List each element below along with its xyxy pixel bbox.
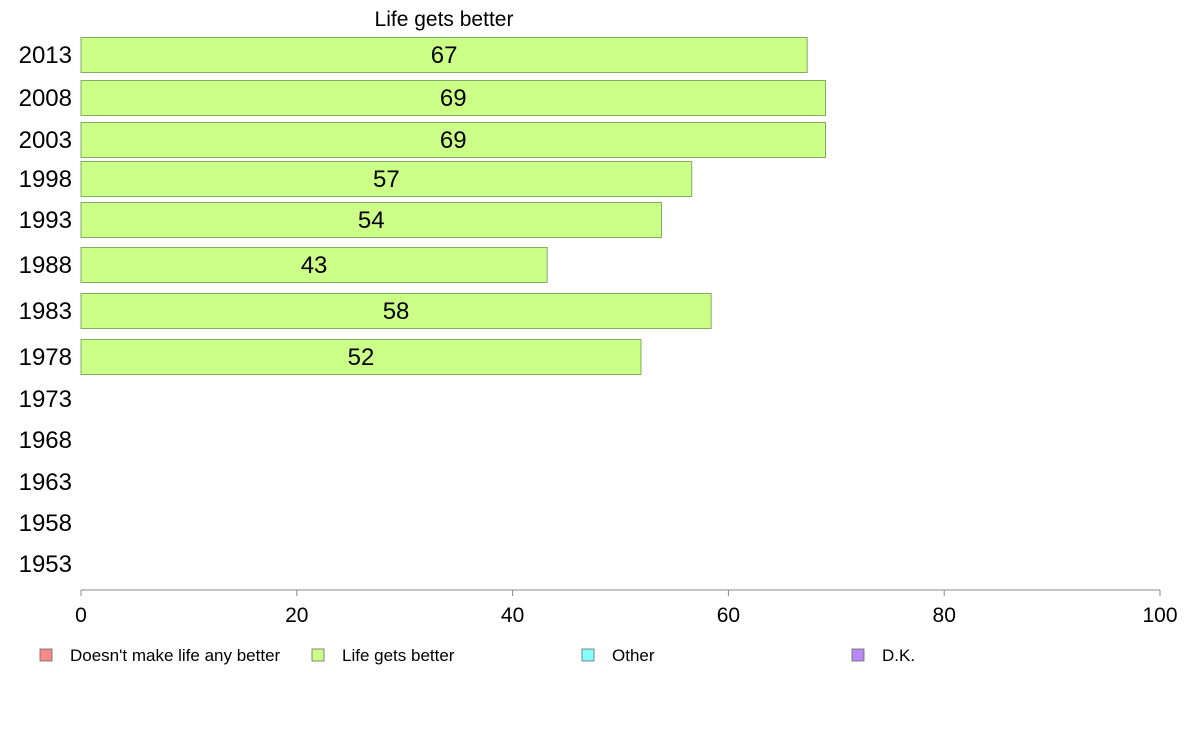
x-axis: 0 20 40 60 80 100 <box>75 589 1178 627</box>
y-tick-label: 2008 <box>19 85 72 112</box>
bar-value-label: 54 <box>358 207 385 234</box>
legend-label: D.K. <box>882 646 915 665</box>
y-tick-label: 1983 <box>19 298 72 325</box>
bar-2013 <box>80 37 808 73</box>
y-tick-label: 1993 <box>19 207 72 234</box>
legend-swatch <box>851 648 865 662</box>
legend-label: Other <box>612 646 655 665</box>
bar-2003 <box>80 122 827 158</box>
x-tick-label: 80 <box>933 604 956 627</box>
legend-swatch <box>311 648 325 662</box>
x-tick-label: 40 <box>501 604 524 627</box>
bar-value-label: 67 <box>431 42 458 69</box>
bar-1983 <box>80 293 712 329</box>
y-tick-label: 1963 <box>19 469 72 496</box>
x-tick-label: 60 <box>717 604 740 627</box>
bar-2008 <box>80 80 827 116</box>
bar-1998 <box>80 161 693 197</box>
chart-title: Life gets better <box>375 8 514 31</box>
x-tick-label: 0 <box>75 604 87 627</box>
bar-value-label: 43 <box>301 252 328 279</box>
bar-value-label: 69 <box>440 85 467 112</box>
bar-value-label: 52 <box>348 344 375 371</box>
bar-value-label: 58 <box>383 298 410 325</box>
bar-1988 <box>80 247 548 283</box>
y-tick-label: 1988 <box>19 252 72 279</box>
y-tick-label: 2013 <box>19 42 72 69</box>
y-tick-label: 1998 <box>19 166 72 193</box>
bar-value-label: 69 <box>440 127 467 154</box>
legend-swatch <box>39 648 53 662</box>
x-tick-label: 20 <box>285 604 308 627</box>
legend-label: Doesn't make life any better <box>70 646 281 665</box>
bar-1978 <box>80 339 642 375</box>
y-axis: 2013 2008 2003 1998 1993 1988 1983 1978 1973 1968… <box>19 42 72 578</box>
y-tick-label: 1978 <box>19 344 72 371</box>
y-tick-label: 2003 <box>19 127 72 154</box>
legend-label: Life gets better <box>342 646 455 665</box>
bar-1993 <box>80 202 663 238</box>
bars-layer: 67 69 69 57 54 43 58 52 <box>80 37 827 375</box>
y-tick-label: 1973 <box>19 386 72 413</box>
x-tick-label: 100 <box>1142 604 1177 627</box>
bar-value-label: 57 <box>373 166 400 193</box>
y-tick-label: 1958 <box>19 510 72 537</box>
y-tick-label: 1953 <box>19 551 72 578</box>
legend: Doesn't make life any better Life gets be… <box>39 646 915 665</box>
y-tick-label: 1968 <box>19 427 72 454</box>
legend-swatch <box>581 648 595 662</box>
